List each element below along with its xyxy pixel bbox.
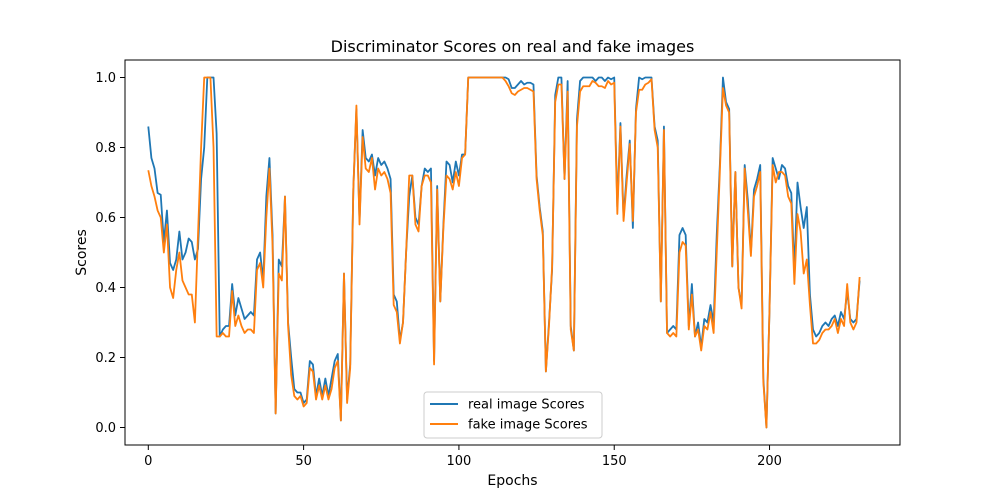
x-axis-ticks: 0 50 100 150 200 (144, 445, 782, 469)
legend-label: real image Scores (468, 398, 585, 413)
x-tick-label: 100 (447, 454, 472, 469)
y-axis-ticks: 0.0 0.2 0.4 0.6 0.8 1.0 (95, 71, 125, 436)
series-line-real (147, 76, 861, 429)
x-axis-label: Epochs (487, 473, 537, 489)
x-tick-label: 50 (295, 454, 312, 469)
series-layer (147, 76, 861, 429)
series-line-fake (147, 76, 861, 429)
legend-box (423, 391, 603, 439)
x-tick-label: 150 (602, 454, 627, 469)
legend: real image Scores fake image Scores (423, 391, 603, 439)
y-tick-label: 0.8 (95, 141, 116, 156)
chart-title: Discriminator Scores on real and fake im… (331, 37, 695, 56)
y-axis-label: Scores (74, 229, 90, 276)
y-tick-label: 0.2 (95, 351, 116, 366)
y-tick-label: 0.4 (95, 281, 116, 296)
y-tick-label: 1.0 (95, 71, 116, 86)
legend-label: fake image Scores (468, 418, 588, 433)
y-tick-label: 0.6 (95, 211, 116, 226)
plot-frame (124, 59, 901, 446)
x-tick-label: 0 (144, 454, 152, 469)
x-tick-label: 200 (757, 454, 782, 469)
y-tick-label: 0.0 (95, 421, 116, 436)
